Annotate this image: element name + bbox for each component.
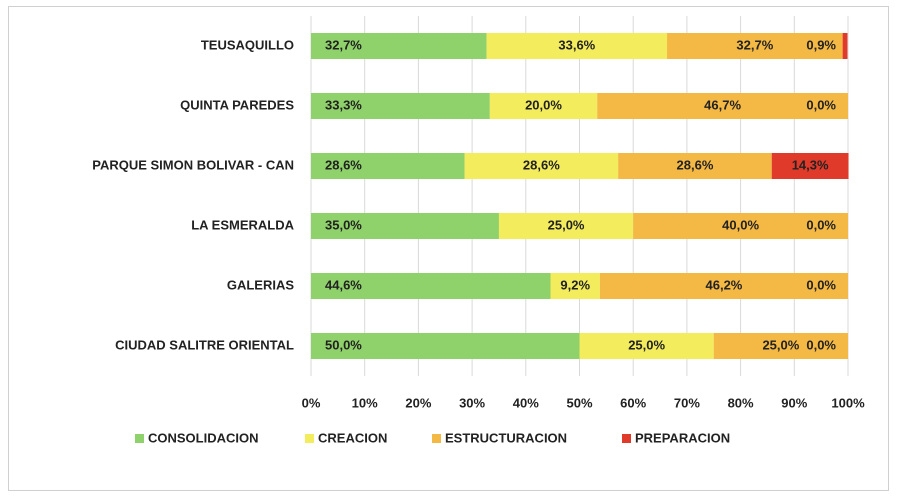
data-label: 28,6% <box>677 157 714 172</box>
data-label: 28,6% <box>325 157 362 172</box>
bar-segment <box>550 273 600 299</box>
data-label: 40,0% <box>722 217 759 232</box>
bar-segment <box>667 33 843 59</box>
legend-label: ESTRUCTURACION <box>445 430 567 445</box>
bar-segment <box>618 153 772 179</box>
x-tick-label: 30% <box>459 395 485 410</box>
data-label: 35,0% <box>325 217 362 232</box>
x-tick-label: 60% <box>620 395 646 410</box>
legend-swatch <box>305 434 314 443</box>
legend-label: PREPARACION <box>635 430 730 445</box>
x-tick-label: 40% <box>513 395 539 410</box>
data-label: 20,0% <box>525 97 562 112</box>
data-label: 28,6% <box>523 157 560 172</box>
x-tick-label: 100% <box>831 395 865 410</box>
y-tick-label: GALERIAS <box>227 277 295 292</box>
chart-frame <box>8 6 889 491</box>
bar-segment <box>713 333 848 359</box>
bar-segment <box>597 93 848 119</box>
bar-segment <box>311 153 465 179</box>
x-tick-label: 80% <box>728 395 754 410</box>
x-tick-label: 50% <box>566 395 592 410</box>
bar-segment <box>579 333 714 359</box>
legend-swatch <box>432 434 441 443</box>
x-tick-label: 70% <box>674 395 700 410</box>
data-label: 0,0% <box>806 337 836 352</box>
data-label: 46,7% <box>704 97 741 112</box>
legend-label: CREACION <box>318 430 387 445</box>
data-label: 50,0% <box>325 337 362 352</box>
legend-swatch <box>622 434 631 443</box>
data-label: 0,0% <box>806 97 836 112</box>
bar-segment <box>498 213 634 239</box>
data-label: 0,0% <box>806 277 836 292</box>
x-tick-label: 0% <box>302 395 321 410</box>
data-label: 25,0% <box>548 217 585 232</box>
data-label: 14,3% <box>792 157 829 172</box>
y-tick-label: TEUSAQUILLO <box>201 37 294 52</box>
y-tick-label: LA ESMERALDA <box>191 217 294 232</box>
data-label: 25,0% <box>762 337 799 352</box>
bar-segment <box>633 213 848 239</box>
bar-segment <box>489 93 598 119</box>
data-label: 46,2% <box>706 277 743 292</box>
data-label: 0,9% <box>806 37 836 52</box>
data-label: 32,7% <box>325 37 362 52</box>
bar-segment <box>311 333 580 359</box>
y-tick-label: PARQUE SIMON BOLIVAR - CAN <box>92 157 294 172</box>
legend-label: CONSOLIDACION <box>148 430 259 445</box>
x-tick-label: 20% <box>405 395 431 410</box>
x-tick-label: 90% <box>781 395 807 410</box>
data-label: 9,2% <box>560 277 590 292</box>
legend-swatch <box>135 434 144 443</box>
data-label: 32,7% <box>736 37 773 52</box>
data-label: 44,6% <box>325 277 362 292</box>
y-tick-label: QUINTA PAREDES <box>180 97 294 112</box>
x-tick-label: 10% <box>352 395 378 410</box>
data-label: 33,3% <box>325 97 362 112</box>
bar-segment <box>311 93 490 119</box>
bar-segment <box>599 273 848 299</box>
bar-segment <box>842 33 848 59</box>
y-tick-label: CIUDAD SALITRE ORIENTAL <box>115 337 294 352</box>
data-label: 33,6% <box>558 37 595 52</box>
bar-segment <box>771 153 849 179</box>
bar-segment <box>311 273 551 299</box>
bar-segment <box>464 153 619 179</box>
data-label: 0,0% <box>806 217 836 232</box>
bar-segment <box>311 213 499 239</box>
bar-segment <box>486 33 668 59</box>
data-label: 25,0% <box>628 337 665 352</box>
bar-segment <box>311 33 487 59</box>
